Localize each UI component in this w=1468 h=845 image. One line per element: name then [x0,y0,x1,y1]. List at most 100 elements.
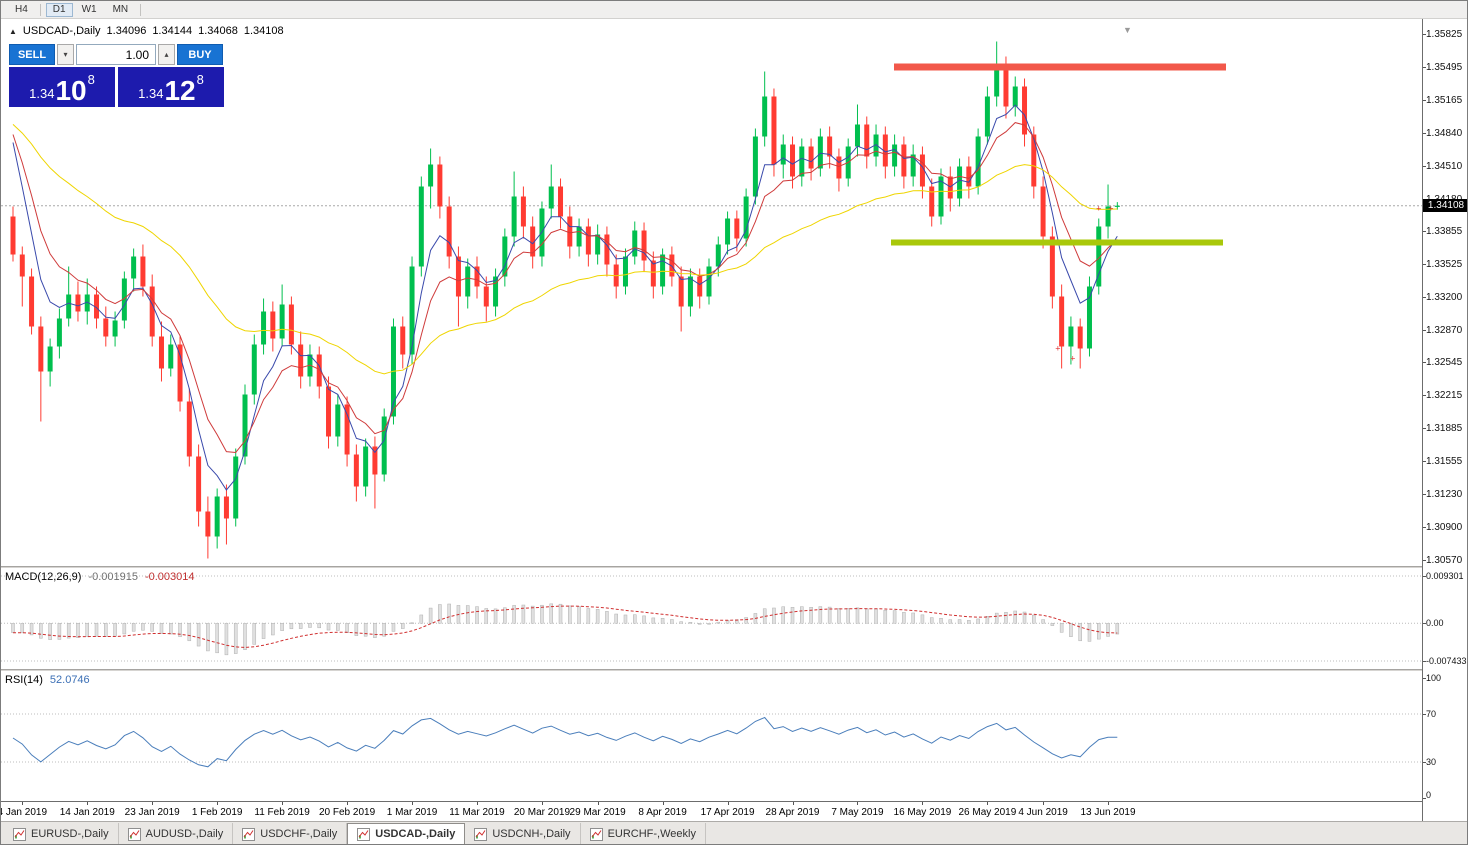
macd-scale-label: 0.00 [1426,618,1444,629]
macd-scale-tick [1423,576,1426,577]
current-price-badge: 1.34108 [1423,199,1467,213]
macd-scale-tick [1423,661,1426,662]
date-axis-tick [347,802,349,805]
macd-value-signal: -0.003014 [144,571,195,583]
macd-scale-tick [1423,623,1426,625]
chart-tab-eurchf[interactable]: EURCHF-,Weekly [581,823,706,844]
date-axis-label: 11 Mar 2019 [449,807,505,818]
rsi-scale-label: 0 [1426,790,1432,800]
price-scale-tick [1423,395,1426,396]
rsi-scale-tick [1423,762,1426,763]
buy-button[interactable]: BUY [177,44,223,65]
macd-scale-label: -0.007433 [1426,656,1467,666]
ma-fast-blue [12,104,1118,491]
price-scale-label: 1.32870 [1426,324,1463,336]
timeframe-button-h4[interactable]: H4 [8,3,35,17]
price-scale-tick [1423,264,1426,265]
date-axis-tick [87,802,89,805]
timeframe-button-d1[interactable]: D1 [45,2,73,17]
chart-shift-marker-icon[interactable]: ▼ [1123,25,1132,35]
one-click-toggle-icon[interactable]: ▲ [9,26,17,36]
chart-tab-bar: EURUSD-,Daily AUDUSD-,Daily USDCHF-,Daily U… [1,821,1467,844]
volume-decrease-button[interactable]: ▾ [57,44,74,65]
chart-tab-label: EURUSD-,Daily [31,828,109,840]
date-axis-label: 29 Mar 2019 [569,807,626,818]
rsi-value: 52.0746 [49,674,90,686]
date-axis-label: 20 Feb 2019 [318,807,376,818]
date-axis-tick [217,802,219,805]
price-scale-tick [1423,67,1426,68]
sell-price-bigfigure: 1.34 [29,86,55,101]
price-chart-canvas[interactable]: + + + + [1,19,1422,566]
rsi-scale-tick [1423,798,1426,799]
date-axis-tick [477,802,478,805]
price-scale-tick [1423,198,1426,200]
sell-button[interactable]: SELL [9,44,55,65]
macd-scale-label: 0.009301 [1426,571,1464,581]
support-line[interactable] [891,239,1223,246]
chart-tab-label: USDCNH-,Daily [492,828,571,840]
price-scale-tick [1423,100,1426,101]
macd-value-main: -0.001915 [88,571,138,583]
chart-region: + + + + ▲ USDCAD-,Daily 1.34096 1.34144 1.3… [1,19,1467,821]
chart-tab-audusd[interactable]: AUDUSD-,Daily [119,823,234,844]
rsi-scale-label: 70 [1426,709,1437,719]
chart-tab-usdcad[interactable]: USDCAD-,Daily [347,822,466,844]
date-axis-label: 1 Mar 2019 [386,807,438,818]
date-axis-label: 20 Mar 2019 [513,807,571,818]
chart-tab-usdchf[interactable]: USDCHF-,Daily [233,823,348,844]
date-axis-tick [1108,802,1110,805]
volume-input[interactable] [76,44,156,65]
buy-price-point: 8 [196,72,204,87]
price-scale-column[interactable]: 1.35825 1.35495 1.35165 1.34840 1.34510 1.341… [1422,19,1467,821]
date-axis-tick [412,802,414,805]
chart-tab-label: USDCAD-,Daily [375,828,456,840]
volume-increase-button[interactable]: ▴ [158,44,175,65]
rsi-scale-tick [1423,714,1426,715]
timeframe-button-mn[interactable]: MN [106,3,136,17]
buy-price-display[interactable]: 1.34 12 8 [118,67,224,107]
buy-price-pips: 12 [164,74,196,106]
ohlc-close: 1.34108 [243,25,284,37]
date-axis[interactable]: 4 Jan 2019 14 Jan 2019 23 Jan 2019 1 Feb 20… [1,801,1422,821]
price-scale-tick [1423,34,1426,35]
date-axis-label: 16 May 2019 [893,807,952,818]
price-scale-label: 1.35495 [1426,62,1463,73]
price-scale-tick [1423,231,1426,232]
price-scale-label: 1.32215 [1426,390,1463,401]
ohlc-high: 1.34144 [152,25,193,37]
timeframe-button-w1[interactable]: W1 [75,3,104,17]
buy-price-bigfigure: 1.34 [138,86,164,101]
ohlc-low: 1.34068 [198,25,238,37]
date-axis-label: 14 Jan 2019 [59,807,115,818]
date-axis-tick [922,802,924,805]
rsi-indicator-label: RSI(14) 52.0746 [5,674,90,686]
chart-icon [589,827,603,841]
date-axis-label: 11 Feb 2019 [254,807,310,818]
price-scale-label: 1.33200 [1426,291,1463,303]
price-scale-tick [1423,132,1426,134]
chart-icon [13,827,26,841]
chart-tab-usdcnh[interactable]: USDCNH-,Daily [465,823,581,844]
chart-tab-eurusd[interactable]: EURUSD-,Daily [4,823,119,844]
sell-price-display[interactable]: 1.34 10 8 [9,67,115,107]
price-scale-label: 1.30900 [1426,521,1463,533]
price-scale-label: 1.34180 [1426,194,1462,205]
one-click-trading-panel: SELL ▾ ▴ BUY 1.34 10 8 1.34 12 8 [9,44,227,107]
rsi-scale-label: 30 [1426,757,1437,767]
trade-markers: + + + + [1055,204,1113,364]
panel-separator[interactable] [1,566,1467,568]
date-axis-tick [22,802,24,805]
date-axis-label: 13 Jun 2019 [1080,807,1136,818]
ma-mid-red [12,122,1118,454]
chart-tab-label: EURCHF-,Weekly [607,828,696,840]
panel-separator[interactable] [1,669,1467,671]
resistance-line[interactable] [894,63,1226,71]
rsi-indicator-canvas[interactable] [1,671,1422,801]
date-axis-tick [152,802,154,805]
date-axis-tick [662,802,664,805]
price-scale-tick [1423,165,1426,167]
timeframe-button-group: H4 D1 W1 MN [7,2,145,17]
macd-indicator-canvas[interactable] [1,568,1422,669]
macd-indicator-label: MACD(12,26,9) -0.001915 -0.003014 [5,571,195,583]
